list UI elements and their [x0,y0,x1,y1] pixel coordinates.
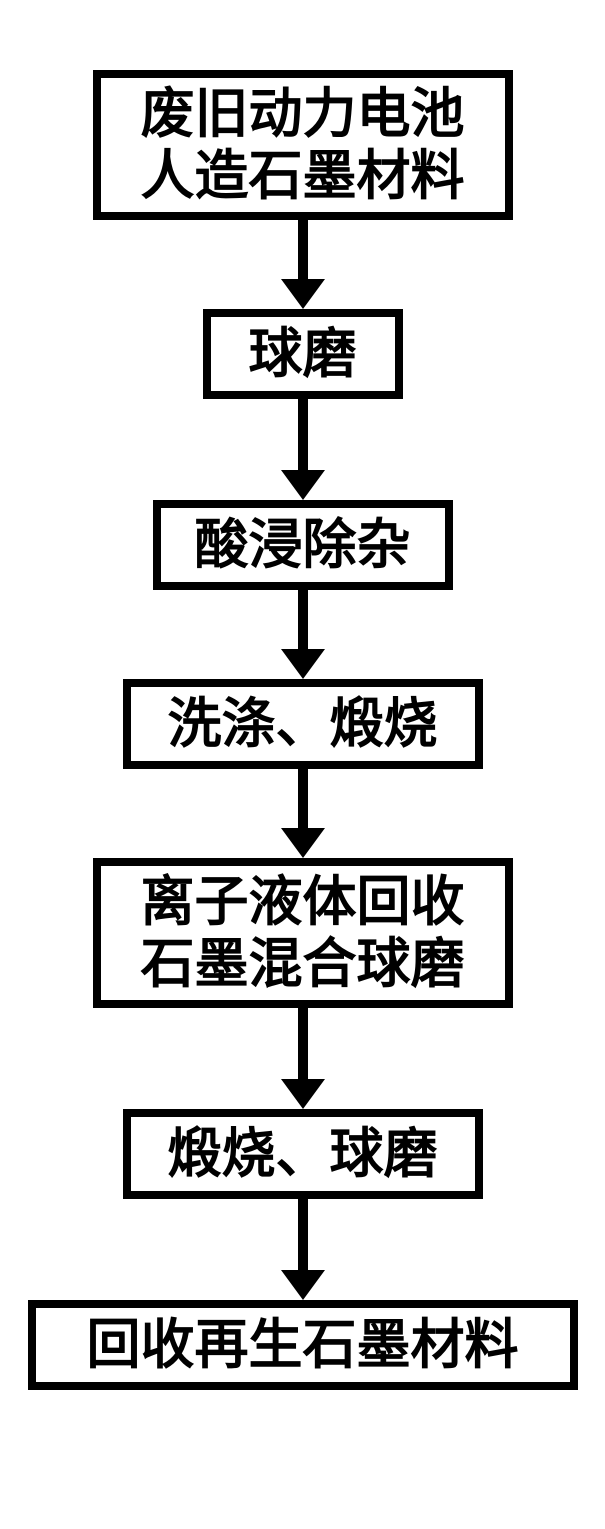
flow-node-3-line1: 酸浸除杂 [195,514,411,576]
flow-arrow-6 [281,1199,325,1300]
flow-node-6-line1: 煅烧、球磨 [168,1123,438,1185]
flow-arrow-3 [281,590,325,679]
flow-node-7: 回收再生石墨材料 [28,1300,578,1390]
flow-arrow-1 [281,220,325,309]
flow-node-5-line2: 石墨混合球磨 [141,933,465,995]
flow-node-2: 球磨 [203,309,403,399]
flow-node-4: 洗涤、煅烧 [123,679,483,769]
flow-arrow-4 [281,769,325,858]
flow-arrow-2 [281,399,325,500]
flow-node-7-line1: 回收再生石墨材料 [87,1314,519,1376]
flow-node-6: 煅烧、球磨 [123,1109,483,1199]
flow-node-5: 离子液体回收 石墨混合球磨 [93,858,513,1008]
flow-node-4-line1: 洗涤、煅烧 [168,693,438,755]
flow-node-1: 废旧动力电池 人造石墨材料 [93,70,513,220]
flow-node-2-line1: 球磨 [249,323,357,385]
flow-arrow-5 [281,1008,325,1109]
flow-node-3: 酸浸除杂 [153,500,453,590]
flow-node-1-line1: 废旧动力电池 [141,83,465,145]
flow-node-5-line1: 离子液体回收 [141,871,465,933]
flow-node-1-line2: 人造石墨材料 [141,145,465,207]
